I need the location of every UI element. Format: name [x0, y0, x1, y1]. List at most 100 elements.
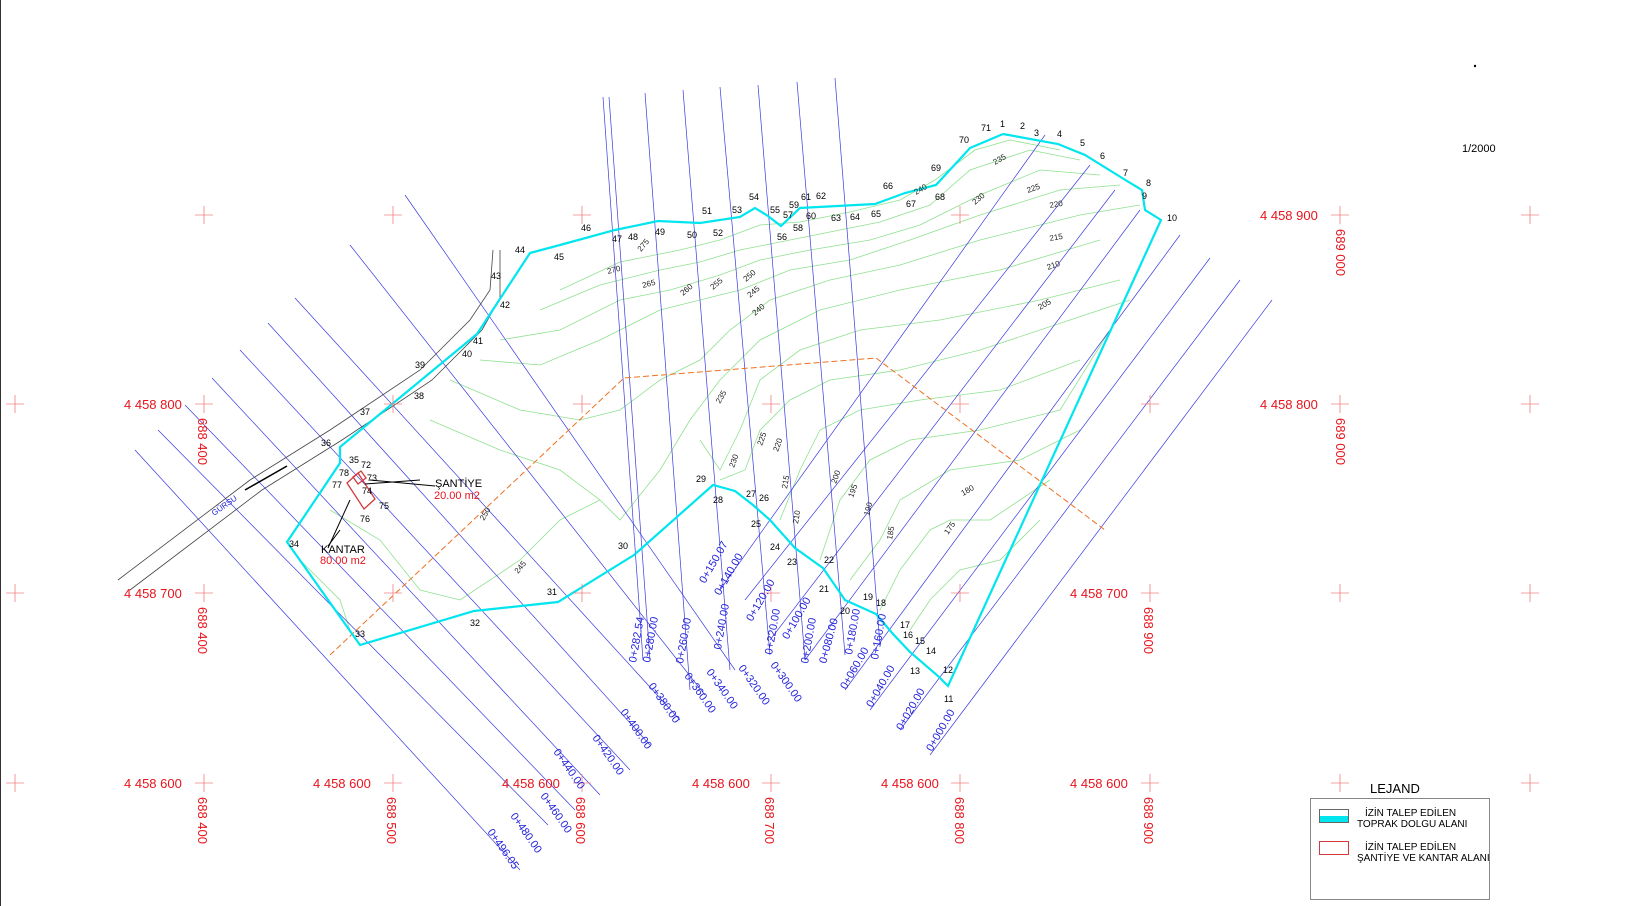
point-number: 35: [349, 455, 359, 465]
grid-label: 689 000: [1333, 229, 1348, 276]
grid-cross: [384, 395, 402, 413]
point-number: 71: [981, 123, 991, 133]
grid-cross: [1141, 395, 1159, 413]
legend-line: TOPRAK DOLGU ALANI: [1357, 819, 1468, 830]
point-number: 29: [696, 474, 706, 484]
station-label: 0+420.00: [590, 733, 626, 778]
point-number: 13: [910, 666, 920, 676]
contour-line: [699, 279, 1121, 471]
grid-label: 688 400: [195, 418, 210, 465]
legend-line: İZİN TALEP EDİLEN: [1365, 808, 1457, 819]
santiye-kantar-area: [327, 470, 436, 549]
cross-section-line: [719, 134, 1046, 591]
point-number: 8: [1146, 178, 1151, 188]
grid-label: 688 500: [384, 797, 399, 844]
legend: İZİN TALEP EDİLEN TOPRAK DOLGU ALANI İZİ…: [1310, 798, 1490, 900]
grid-cross: [1331, 395, 1349, 413]
grid-cross: [384, 584, 402, 602]
point-number: 75: [379, 501, 389, 511]
grid-cross: [573, 206, 591, 224]
grid-cross: [195, 584, 213, 602]
contour-line: [559, 139, 1061, 291]
grid-cross: [6, 774, 24, 792]
contour-label: 205: [1037, 297, 1054, 312]
point-number: 52: [713, 228, 723, 238]
cross-section-line: [804, 209, 1141, 661]
point-number: 58: [793, 223, 803, 233]
grid-label: 4 458 600: [881, 776, 939, 791]
point-number: 18: [876, 598, 886, 608]
cross-section-line: [644, 92, 691, 691]
grid-label: 4 458 700: [124, 586, 182, 601]
grid-label: 4 458 600: [1070, 776, 1128, 791]
grid-cross: [573, 584, 591, 602]
grid-label: 688 400: [195, 797, 210, 844]
point-number: 68: [935, 192, 945, 202]
grid-cross: [1521, 584, 1539, 602]
contour-label: 270: [606, 264, 622, 276]
point-number: 46: [581, 223, 591, 233]
point-number: 6: [1100, 151, 1105, 161]
contour-label: 215: [780, 474, 791, 489]
point-number: 65: [871, 209, 881, 219]
legend-item-santiye-area: İZİN TALEP EDİLEN ŞANTİYE VE KANTAR ALAN…: [1357, 842, 1490, 864]
point-number: 47: [612, 234, 622, 244]
cross-section-line: [349, 244, 706, 696]
cross-section-line: [602, 96, 644, 661]
contour-label: 245: [746, 284, 762, 300]
station-label: 0+320.00: [736, 663, 772, 708]
kantar-area: 80.00 m2: [320, 555, 366, 567]
contour-line: [499, 169, 1101, 341]
point-number: 10: [1167, 213, 1177, 223]
scale-label: 1/2000: [1462, 143, 1496, 155]
station-label: 0+240.00: [712, 603, 732, 651]
contour-line: [879, 479, 1051, 611]
grid-label: 689 000: [1333, 418, 1348, 465]
grid-label: 688 400: [195, 607, 210, 654]
point-number: 64: [850, 212, 860, 222]
contour-label: 200: [829, 469, 842, 485]
point-number: 41: [473, 336, 483, 346]
point-number: 23: [787, 557, 797, 567]
grid-cross: [1331, 774, 1349, 792]
point-number: 44: [515, 245, 525, 255]
cross-section-line: [834, 77, 881, 646]
point-number: 28: [713, 495, 723, 505]
point-number: 16: [903, 630, 913, 640]
point-number: 12: [943, 665, 953, 675]
point-number: 78: [339, 468, 349, 478]
cross-section-line: [294, 297, 681, 721]
centerline-axis: [329, 357, 1106, 656]
station-label: 0+260.00: [674, 617, 694, 665]
point-number: 36: [321, 438, 331, 448]
point-number: 1: [1000, 119, 1005, 129]
kantar-label: KANTAR: [321, 544, 365, 556]
grid-label: 688 700: [762, 797, 777, 844]
contour-label: 250: [478, 505, 493, 522]
point-number: 14: [926, 646, 936, 656]
contour-label: 235: [992, 152, 1009, 167]
grid-label: 688 800: [952, 797, 967, 844]
santiye-label: ŞANTİYE: [435, 477, 482, 490]
contour-label: 230: [727, 453, 740, 469]
point-number: 66: [883, 181, 893, 191]
legend-line: ŞANTİYE VE KANTAR ALANI: [1357, 853, 1490, 864]
contour-line: [779, 359, 1081, 521]
cross-section-line: [757, 84, 806, 661]
point-number: 22: [824, 555, 834, 565]
point-number: 37: [360, 407, 370, 417]
station-label: 0+000.00: [924, 708, 957, 754]
contour-label: 245: [513, 559, 529, 575]
contour-label: 180: [960, 483, 977, 498]
contour-label: 260: [679, 282, 695, 298]
point-number: 32: [470, 618, 480, 628]
point-number: 34: [289, 539, 299, 549]
cross-section-line: [157, 429, 549, 826]
grid-cross: [1521, 395, 1539, 413]
point-number: 45: [554, 252, 564, 262]
point-number: 72: [361, 460, 371, 470]
point-number: 21: [819, 584, 829, 594]
point-number: 40: [462, 349, 472, 359]
station-label: 0+460.00: [538, 791, 574, 836]
grid-cross: [6, 584, 24, 602]
